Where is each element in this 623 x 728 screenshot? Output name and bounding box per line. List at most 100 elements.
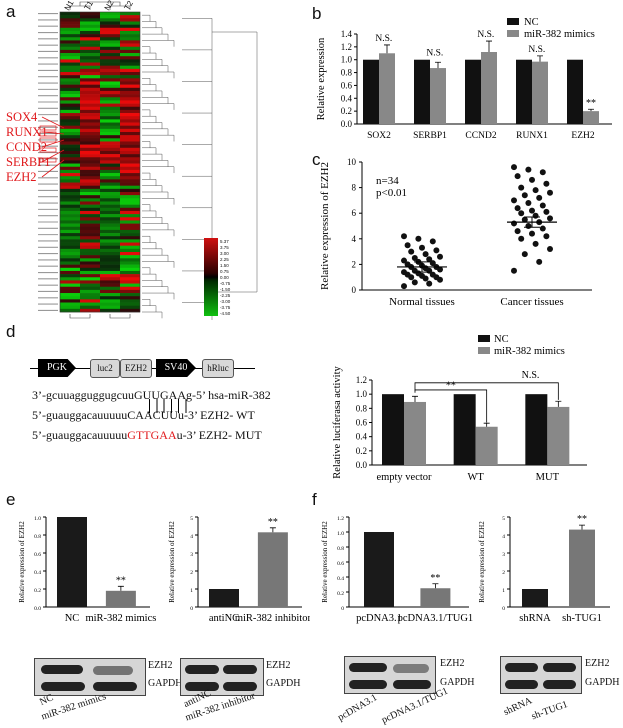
heatmap-cell [100,119,120,123]
sig-bracket-ns [414,382,559,400]
heatmap-cell [60,103,80,108]
heatmap-cell [100,65,120,70]
heatmap-cell [120,49,140,54]
scatter-point [543,233,550,240]
heatmap-cell [120,280,140,284]
heatmap-cell [120,198,140,202]
dendrogram-branch [142,153,163,161]
error-bar [432,583,439,589]
highlight-box [39,137,57,143]
scale-label: -2.25 [220,293,231,298]
scatter-point [422,251,429,258]
heatmap-cell [120,226,140,231]
heatmap-cell [120,185,140,190]
legend-label-mimics: miR-382 mimics [524,29,595,40]
heatmap-cell [60,185,80,190]
scatter-point [539,202,546,209]
error-bar [435,61,441,69]
heatmap-cell [100,182,120,186]
heatmap-cell [80,169,100,174]
y-tick-label: 0.2 [34,588,41,594]
scatter-point [401,283,407,290]
heatmap-cell [100,296,120,300]
gene-label-ccnd2: CCND2 [6,140,47,154]
heatmap-cell [60,223,80,228]
heatmap-cell [80,264,100,269]
heatmap-cell [120,239,140,243]
dendrogram-branch [142,147,157,155]
heatmap-cell [100,81,120,85]
band-e2-gapdh-inhibitor [223,682,257,691]
heatmap-cell [100,286,120,291]
error-bar [555,400,562,407]
heatmap-cell [80,176,100,180]
heatmap-cell [60,144,80,149]
heatmap-cell [60,65,80,70]
dendrogram-branch [142,65,169,72]
heatmap-cell [100,75,120,79]
y-tick-label: 3 [502,552,505,558]
heatmap-cell [80,179,100,183]
ezh2-box: EZH2 [120,359,152,378]
heatmap-cell [80,220,100,224]
y-tick-label: 0 [341,606,344,612]
dendrogram-branch [142,166,175,174]
heatmap-cell [60,236,80,240]
heatmap-cell [100,280,120,284]
highlight-box [39,131,57,137]
heatmap-cell [60,308,80,313]
heatmap-cell [60,188,80,193]
x-tick-label: miR-382 inhibitor [235,613,310,624]
heatmap-cell [60,75,80,79]
heatmap-cell [100,138,120,142]
heatmap-cell [80,188,100,193]
y-axis-label: Relative luciferasa activity [332,365,343,478]
heatmap-cell [120,173,140,177]
heatmap-cell [100,24,120,29]
scatter-point [433,247,440,254]
dendrogram-branch [182,207,213,240]
gene-label-ezh2: EZH2 [6,170,37,184]
scatter-point [521,216,528,223]
heatmap-cell [80,258,100,262]
heatmap-cell [120,258,140,262]
y-tick-label: 0.4 [34,570,41,576]
heatmap-cell [60,210,80,215]
heatmap-cell [80,109,100,114]
heatmap-cell [120,68,140,73]
x-tick-label: shRNA [519,613,551,624]
heatmap-cell [60,27,80,32]
heatmap-cell [100,141,120,145]
x-tick-label: EZH2 [571,131,594,141]
scatter-point [401,233,407,240]
dendrogram-branch [142,191,169,199]
heatmap-cell [120,100,140,104]
legend-swatch-nc [507,18,519,25]
heatmap-cell [60,226,80,231]
heatmap-cell [60,128,80,133]
error-bar [588,108,594,112]
y-tick-label: 6 [352,208,357,218]
heatmap-cell [100,223,120,228]
x-tick-label: miR-382 mimics [85,613,156,624]
y-tick-label: 8 [352,183,357,193]
chart-f1: 0 0.2 0.4 0.6 0.8 1.0 1.2 Relative expression o… [321,516,473,624]
heatmap-cell [60,283,80,288]
scatter-point [411,255,418,261]
bar-nc [465,59,481,124]
dendrogram-branch [142,78,151,85]
bar-nc [363,59,379,124]
heatmap-cell [100,154,120,158]
scatter-point [543,180,550,187]
scale-label: -1.50 [220,287,231,292]
heatmap-cell [120,40,140,44]
highlight-connector [41,139,65,148]
blot-f2-label-ezh2: EZH2 [585,658,610,669]
ns-label: N.S. [528,45,545,55]
significance-label: ** [116,575,126,586]
y-axis-label: Relative expression of EZH2 [319,162,331,290]
band-f2-gapdh-shrna [505,680,538,689]
heatmap-cell [100,169,120,174]
bar [257,532,288,607]
heatmap-cell [100,21,120,25]
